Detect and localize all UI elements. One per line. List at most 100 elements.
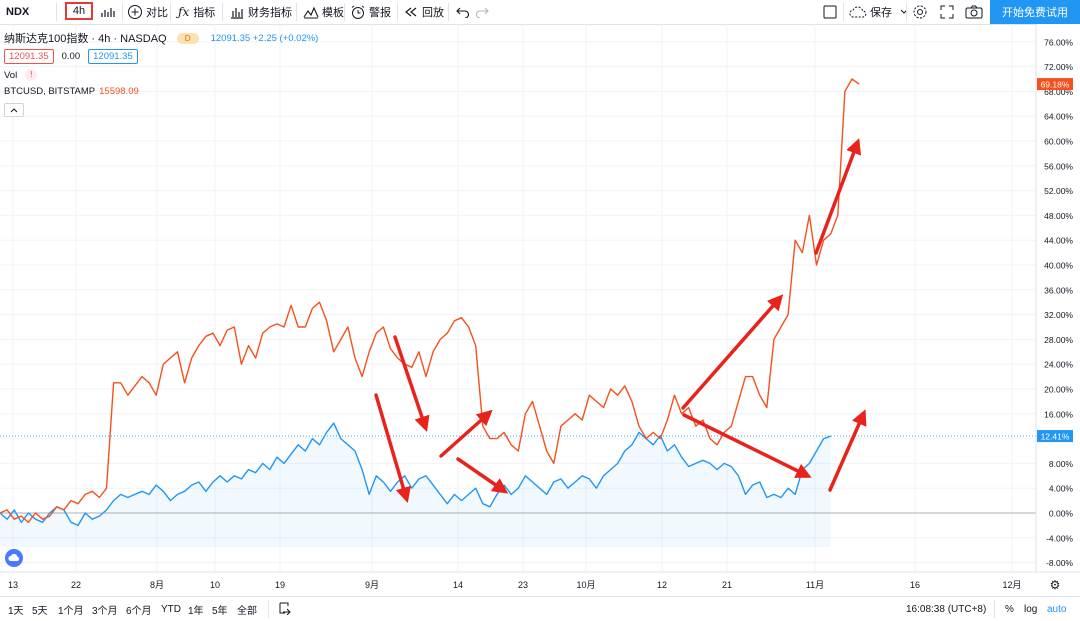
range-3m[interactable]: 3个月 (92, 605, 118, 617)
annotation-arrow (374, 393, 411, 504)
legend-collapse-button[interactable] (4, 103, 24, 117)
toolbar-divider (122, 3, 123, 21)
fullscreen-icon (940, 5, 954, 19)
symbol-search-button[interactable]: NDX (6, 6, 30, 18)
settings-button[interactable] (912, 0, 928, 24)
toolbar-divider (296, 3, 297, 21)
undo-button[interactable] (456, 0, 470, 24)
ndx-area (0, 423, 831, 548)
ndx-line (0, 422, 831, 527)
main-series-title[interactable]: 纳斯达克100指数 · 4h · NASDAQ (4, 33, 167, 45)
cloud-logo-icon (8, 554, 20, 562)
tradingview-logo[interactable] (5, 549, 23, 567)
delayed-data-badge[interactable]: D (176, 32, 199, 44)
range-1y[interactable]: 1年 (188, 605, 204, 617)
chevron-up-icon (10, 104, 18, 116)
indicators-button[interactable]: ƒx 指标 (178, 0, 215, 24)
indicators-label: 指标 (193, 7, 216, 19)
toolbar-divider (56, 3, 57, 21)
rewind-icon (404, 6, 418, 18)
y-tick-label: 0.00% (1049, 509, 1074, 519)
annotation-arrow (828, 409, 867, 492)
x-tick-label: 23 (518, 580, 528, 590)
alarm-clock-icon (350, 4, 366, 20)
x-tick-label: 8月 (150, 580, 164, 590)
range-5y[interactable]: 5年 (212, 605, 228, 617)
redo-button[interactable] (475, 0, 489, 24)
annotation-arrow (682, 413, 812, 478)
y-tick-label: 36.00% (1044, 285, 1073, 295)
percent-scale-toggle[interactable]: % (1005, 603, 1014, 615)
annotation-arrow (393, 335, 430, 432)
price-axis: 76.00% 72.00% 68.00% 64.00% 60.00% 56.00% 52.0… (1035, 24, 1080, 572)
calendar-goto-icon (278, 601, 292, 618)
y-tick-label: 60.00% (1044, 137, 1073, 147)
x-tick-label: 22 (71, 580, 81, 590)
templates-button[interactable]: 模板 (303, 0, 344, 24)
series-lines (0, 78, 860, 527)
toolbar-divider (843, 3, 844, 21)
toolbar-divider (344, 3, 345, 21)
btc-line (0, 78, 860, 523)
range-5d[interactable]: 5天 (32, 605, 48, 617)
range-1d[interactable]: 1天 (8, 605, 24, 617)
y-tick-label: 44.00% (1044, 236, 1073, 246)
last-value-tags: 12.41% 69.18% (1037, 78, 1073, 443)
compare-button[interactable]: 对比 (127, 0, 168, 24)
square-layout-icon (822, 4, 838, 20)
zero-line (0, 435, 1036, 514)
toolbar-divider (397, 3, 398, 21)
range-ytd[interactable]: YTD (161, 603, 181, 615)
snapshot-button[interactable] (965, 0, 983, 24)
auto-scale-toggle[interactable]: auto (1047, 603, 1067, 615)
y-tick-label: -4.00% (1046, 533, 1073, 543)
ask-price-box[interactable]: 12091.35 (88, 49, 138, 64)
x-tick-label: 10月 (576, 580, 595, 590)
x-tick-label: 12月 (1002, 580, 1021, 590)
toolbar-divider (994, 600, 995, 618)
financials-button[interactable]: 财务指标 (230, 0, 292, 24)
alert-button[interactable]: 警报 (350, 0, 391, 24)
interval-button[interactable]: 4h (65, 2, 93, 20)
chart-canvas[interactable]: 76.00% 72.00% 68.00% 64.00% 60.00% 56.00% 52.0… (0, 24, 1080, 596)
redo-icon (475, 6, 489, 18)
spread-value: 0.00 (61, 51, 81, 62)
x-tick-label: 10 (210, 580, 220, 590)
x-tick-label: 12 (657, 580, 667, 590)
y-tick-label: 48.00% (1044, 211, 1073, 221)
save-button[interactable]: 保存 (849, 0, 908, 24)
ndx-area-fill (0, 423, 831, 548)
y-tick-label: 52.00% (1044, 186, 1073, 196)
y-tick-label: 68.00% (1044, 87, 1073, 97)
compare-series-row: BTCUSD, BITSTAMP 15598.09 (4, 86, 139, 97)
replay-button[interactable]: 回放 (404, 0, 444, 24)
volume-warning-badge[interactable]: ! (25, 69, 38, 81)
ndx-last-value-tag (1037, 430, 1073, 443)
axis-settings-gear-icon[interactable]: ⚙ (1050, 578, 1061, 592)
compare-series-value: 15598.09 (99, 86, 139, 97)
bars-icon (230, 5, 244, 19)
range-all[interactable]: 全部 (237, 605, 257, 617)
range-6m[interactable]: 6个月 (126, 605, 152, 617)
top-toolbar: NDX 4h 对比 ƒx 指标 财务指标 模板 警报 (0, 0, 1080, 25)
camera-icon (965, 5, 983, 19)
goto-date-button[interactable] (278, 597, 292, 621)
fullscreen-button[interactable] (940, 0, 954, 24)
annotation-arrow (439, 409, 493, 458)
x-tick-label: 11月 (806, 580, 824, 590)
bid-price-box[interactable]: 12091.35 (4, 49, 54, 64)
volume-label[interactable]: Vol (4, 69, 18, 81)
chart-type-button[interactable] (100, 0, 116, 24)
btc-last-value-tag-text: 69.18% (1041, 80, 1070, 90)
save-label: 保存 (870, 7, 892, 19)
compare-series-label[interactable]: BTCUSD, BITSTAMP (4, 86, 96, 97)
layout-button[interactable] (822, 0, 838, 24)
annotation-arrow (814, 138, 862, 255)
start-free-trial-button[interactable]: 开始免费试用 (990, 0, 1080, 24)
clock-timezone[interactable]: 16:08:38 (UTC+8) (906, 603, 987, 615)
log-scale-toggle[interactable]: log (1024, 603, 1038, 615)
y-tick-label: 20.00% (1044, 385, 1073, 395)
x-tick-label: 14 (453, 580, 463, 590)
range-1m[interactable]: 1个月 (58, 605, 84, 617)
compare-label: 对比 (146, 7, 168, 19)
